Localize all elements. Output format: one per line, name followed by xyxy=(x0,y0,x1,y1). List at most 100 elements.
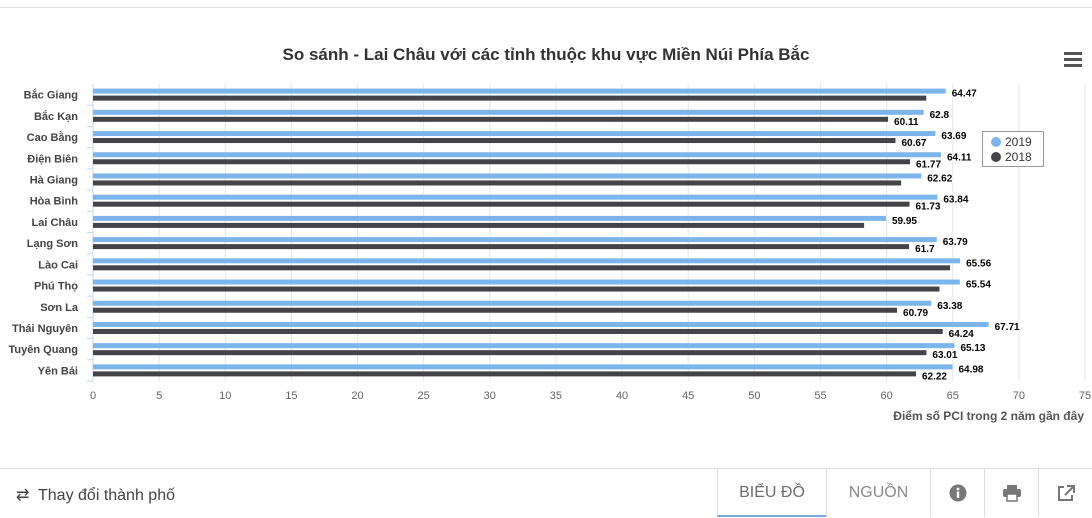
x-axis-title: Điểm số PCI trong 2 năm gần đây xyxy=(893,409,1084,423)
data-label-2018-3: 61.77 xyxy=(916,159,941,170)
category-label-3: Điện Biên xyxy=(27,153,78,165)
data-label-2018-12: 63.01 xyxy=(932,350,957,361)
data-label-2019-13: 64.98 xyxy=(958,364,983,375)
data-label-2019-2: 63.69 xyxy=(941,131,966,142)
bar-2018-9 xyxy=(93,286,940,292)
category-label-8: Lào Cai xyxy=(38,259,78,271)
category-label-9: Phú Thọ xyxy=(34,281,78,293)
data-label-2019-8: 65.56 xyxy=(966,258,991,269)
x-tick-label-45: 45 xyxy=(682,390,694,402)
category-label-4: Hà Giang xyxy=(30,174,78,186)
legend-dot-2019 xyxy=(991,137,1001,147)
x-tick-label-75: 75 xyxy=(1079,390,1091,402)
x-tick-label-20: 20 xyxy=(351,390,363,402)
bar-2018-10 xyxy=(93,307,898,313)
bar-2019-1 xyxy=(93,109,924,115)
data-label-2018-5: 61.73 xyxy=(915,202,940,213)
bar-chart: 0 5 10 15 20 25 30 35 40 45 50 55 60 65 70 75 Bắc Giang 6… xyxy=(9,84,1091,402)
bar-2019-4 xyxy=(93,173,922,179)
info-icon xyxy=(949,484,966,502)
bar-2019-7 xyxy=(93,237,937,243)
bar-2018-4 xyxy=(93,180,902,186)
external-link-icon xyxy=(1057,484,1075,501)
external-link-button[interactable] xyxy=(1038,469,1092,517)
category-label-13: Yên Bái xyxy=(38,365,78,377)
bar-2018-12 xyxy=(93,350,927,356)
x-tick-label-25: 25 xyxy=(418,390,430,402)
bar-2019-12 xyxy=(93,343,955,349)
data-label-2018-11: 64.24 xyxy=(949,329,974,340)
bar-2019-5 xyxy=(93,194,938,200)
bar-2019-9 xyxy=(93,279,960,285)
data-label-2019-0: 64.47 xyxy=(952,89,977,100)
bottom-toolbar: ⇄ Thay đổi thành phố BIỂU ĐỒ NGUỒN xyxy=(0,468,1092,518)
x-tick-label-65: 65 xyxy=(947,390,959,402)
data-label-2019-3: 64.11 xyxy=(947,152,972,163)
data-label-2019-5: 63.84 xyxy=(943,195,968,206)
chart-legend: 2019 2018 xyxy=(982,131,1044,167)
data-label-2018-13: 62.22 xyxy=(922,371,947,382)
x-tick-label-55: 55 xyxy=(814,390,826,402)
change-city-label: Thay đổi thành phố xyxy=(38,487,175,504)
bar-2019-13 xyxy=(93,364,953,370)
bar-2019-8 xyxy=(93,258,961,264)
data-label-2019-9: 65.54 xyxy=(966,280,991,291)
category-label-6: Lai Châu xyxy=(32,217,78,229)
category-label-12: Tuyên Quang xyxy=(9,344,78,356)
bar-2019-3 xyxy=(93,152,941,158)
data-label-2019-11: 67.71 xyxy=(995,322,1020,333)
x-tick-label-50: 50 xyxy=(748,390,760,402)
data-label-2019-7: 63.79 xyxy=(943,237,968,248)
category-label-2: Cao Bằng xyxy=(27,131,78,144)
data-label-2018-1: 60.11 xyxy=(894,117,919,128)
data-label-2018-10: 60.79 xyxy=(903,308,928,319)
legend-item-2018[interactable]: 2018 xyxy=(991,150,1032,164)
bar-2019-10 xyxy=(93,300,932,306)
legend-item-2019[interactable]: 2019 xyxy=(991,135,1032,149)
swap-arrows-icon: ⇄ xyxy=(16,487,30,504)
bar-2019-6 xyxy=(93,215,886,221)
print-button[interactable] xyxy=(984,469,1038,517)
x-tick-label-15: 15 xyxy=(285,390,297,402)
x-tick-label-30: 30 xyxy=(484,390,496,402)
tab-chart[interactable]: BIỂU ĐỒ xyxy=(717,469,826,517)
change-city-button[interactable]: ⇄ Thay đổi thành phố xyxy=(16,485,175,505)
bar-2018-1 xyxy=(93,116,889,122)
top-divider xyxy=(0,7,1092,8)
chart-title: So sánh - Lai Châu với các tỉnh thuộc kh… xyxy=(282,45,810,64)
data-label-2018-7: 61.7 xyxy=(915,244,935,255)
data-label-2019-6: 59.95 xyxy=(892,216,917,227)
data-label-2019-1: 62.8 xyxy=(930,110,950,121)
bar-2018-13 xyxy=(93,371,916,377)
bar-2019-0 xyxy=(93,88,946,94)
x-tick-label-40: 40 xyxy=(616,390,628,402)
category-label-11: Thái Nguyên xyxy=(12,323,78,335)
data-label-2019-10: 63.38 xyxy=(937,301,962,312)
bar-2018-11 xyxy=(93,328,943,334)
legend-label-2018: 2018 xyxy=(1005,150,1032,164)
hamburger-menu-icon[interactable] xyxy=(1064,52,1082,68)
legend-label-2019: 2019 xyxy=(1005,135,1032,149)
data-label-2018-2: 60.67 xyxy=(901,138,926,149)
tab-source[interactable]: NGUỒN xyxy=(826,469,930,517)
category-label-5: Hòa Bình xyxy=(30,196,79,208)
info-button[interactable] xyxy=(930,469,984,517)
x-tick-label-5: 5 xyxy=(156,390,162,402)
data-label-2019-12: 65.13 xyxy=(960,343,985,354)
bar-2018-6 xyxy=(93,222,865,228)
category-label-0: Bắc Giang xyxy=(24,89,78,102)
data-label-2019-4: 62.62 xyxy=(927,173,952,184)
category-label-10: Sơn La xyxy=(40,302,79,314)
bar-2018-8 xyxy=(93,265,951,271)
legend-dot-2018 xyxy=(991,152,1001,162)
bar-2018-5 xyxy=(93,201,910,207)
x-tick-label-70: 70 xyxy=(1013,390,1025,402)
category-label-7: Lạng Sơn xyxy=(27,238,78,250)
bar-2018-0 xyxy=(93,95,927,101)
bar-2019-11 xyxy=(93,321,989,327)
x-tick-label-60: 60 xyxy=(880,390,892,402)
x-tick-label-0: 0 xyxy=(90,390,96,402)
category-label-1: Bắc Kạn xyxy=(34,110,78,123)
bar-2019-2 xyxy=(93,131,936,137)
bar-2018-3 xyxy=(93,159,911,165)
